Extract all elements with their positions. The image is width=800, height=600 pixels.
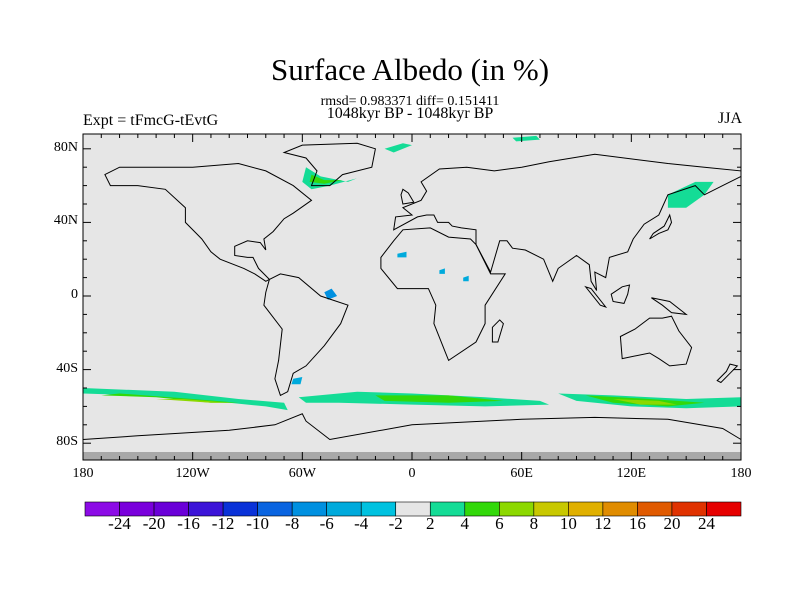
colorbar-label: 12 xyxy=(594,514,612,533)
lat-label: 40N xyxy=(53,213,78,229)
anomaly-sahel-negative xyxy=(439,268,445,274)
colorbar-label: 6 xyxy=(495,514,504,533)
colorbar-label: 10 xyxy=(559,514,577,533)
lon-label: 60W xyxy=(288,466,316,481)
anomaly-southern-ocean-pacific xyxy=(83,388,288,411)
colorbar-label: -10 xyxy=(246,514,269,533)
coastline-africa xyxy=(380,227,507,362)
lat-label: 80N xyxy=(53,139,78,155)
lon-label: 120E xyxy=(616,466,647,481)
colorbar-label: 16 xyxy=(628,514,646,533)
coastline-eurasia xyxy=(393,153,742,291)
colorbar-label: -8 xyxy=(285,514,300,533)
anomaly-sahel-negative xyxy=(463,275,469,282)
lon-label: 120W xyxy=(175,466,210,481)
coastline-australia xyxy=(619,315,693,367)
map-background xyxy=(83,134,741,460)
colorbar-label: 2 xyxy=(426,514,435,533)
coastline-japan xyxy=(649,213,673,240)
coastline-south-america xyxy=(263,273,349,397)
coastline-new-guinea xyxy=(651,297,688,316)
colorbar-label: -2 xyxy=(388,514,403,533)
lon-label: 0 xyxy=(408,466,416,481)
colorbar-label: -16 xyxy=(177,514,200,533)
stats-text: rmsd= 0.983371 diff= 0.151411 xyxy=(320,94,500,109)
colorbar-label: 4 xyxy=(460,514,470,533)
colorbar-label: -20 xyxy=(142,514,166,533)
lon-label: 60E xyxy=(510,466,533,481)
coastline-madagascar xyxy=(491,319,504,343)
anomaly-patagonia-negative xyxy=(291,377,303,385)
anomaly-core xyxy=(613,399,677,405)
colorbar-label: 24 xyxy=(697,514,715,533)
colorbar-label: 20 xyxy=(663,514,681,533)
anomaly-core xyxy=(101,393,239,403)
anomaly-arctic xyxy=(384,143,412,153)
experiment-label: Expt = tFmcG-tEvtG xyxy=(83,112,219,129)
coastline-antarctica xyxy=(82,413,742,441)
anomaly-arctic xyxy=(512,135,540,142)
colorbar-label: -24 xyxy=(108,514,131,533)
colorbar-label: -4 xyxy=(354,514,369,533)
lon-label: 180 xyxy=(72,466,94,481)
coastline-britain xyxy=(400,188,415,205)
anomaly-core xyxy=(375,395,504,403)
coastline-borneo xyxy=(610,284,631,304)
anomaly-sahara-negative xyxy=(397,251,407,258)
season-label: JJA xyxy=(717,110,742,127)
plot-title: Surface Albedo (in %) xyxy=(270,52,550,87)
coastline-greenland xyxy=(282,142,376,187)
coastline-north-america xyxy=(104,162,313,282)
colorbar-label: -6 xyxy=(319,514,334,533)
period-text: 1048kyr BP - 1048kyr BP xyxy=(326,105,494,122)
coastline-new-zealand xyxy=(716,363,739,384)
colorbar-label: 8 xyxy=(529,514,539,533)
lon-label: 180 xyxy=(730,466,752,481)
anomaly-amazon-negative xyxy=(324,288,338,300)
lat-label: 80S xyxy=(56,434,78,450)
anomaly-northeast-asia xyxy=(667,181,714,208)
anomaly-core xyxy=(156,399,230,403)
lat-label: 0 xyxy=(71,287,78,302)
colorbar-label: -12 xyxy=(211,514,235,533)
colorbar-box xyxy=(706,501,742,517)
lat-label: 40S xyxy=(56,360,78,376)
anomaly-north-atlantic xyxy=(302,167,367,190)
coastline-sumatra xyxy=(584,285,608,309)
